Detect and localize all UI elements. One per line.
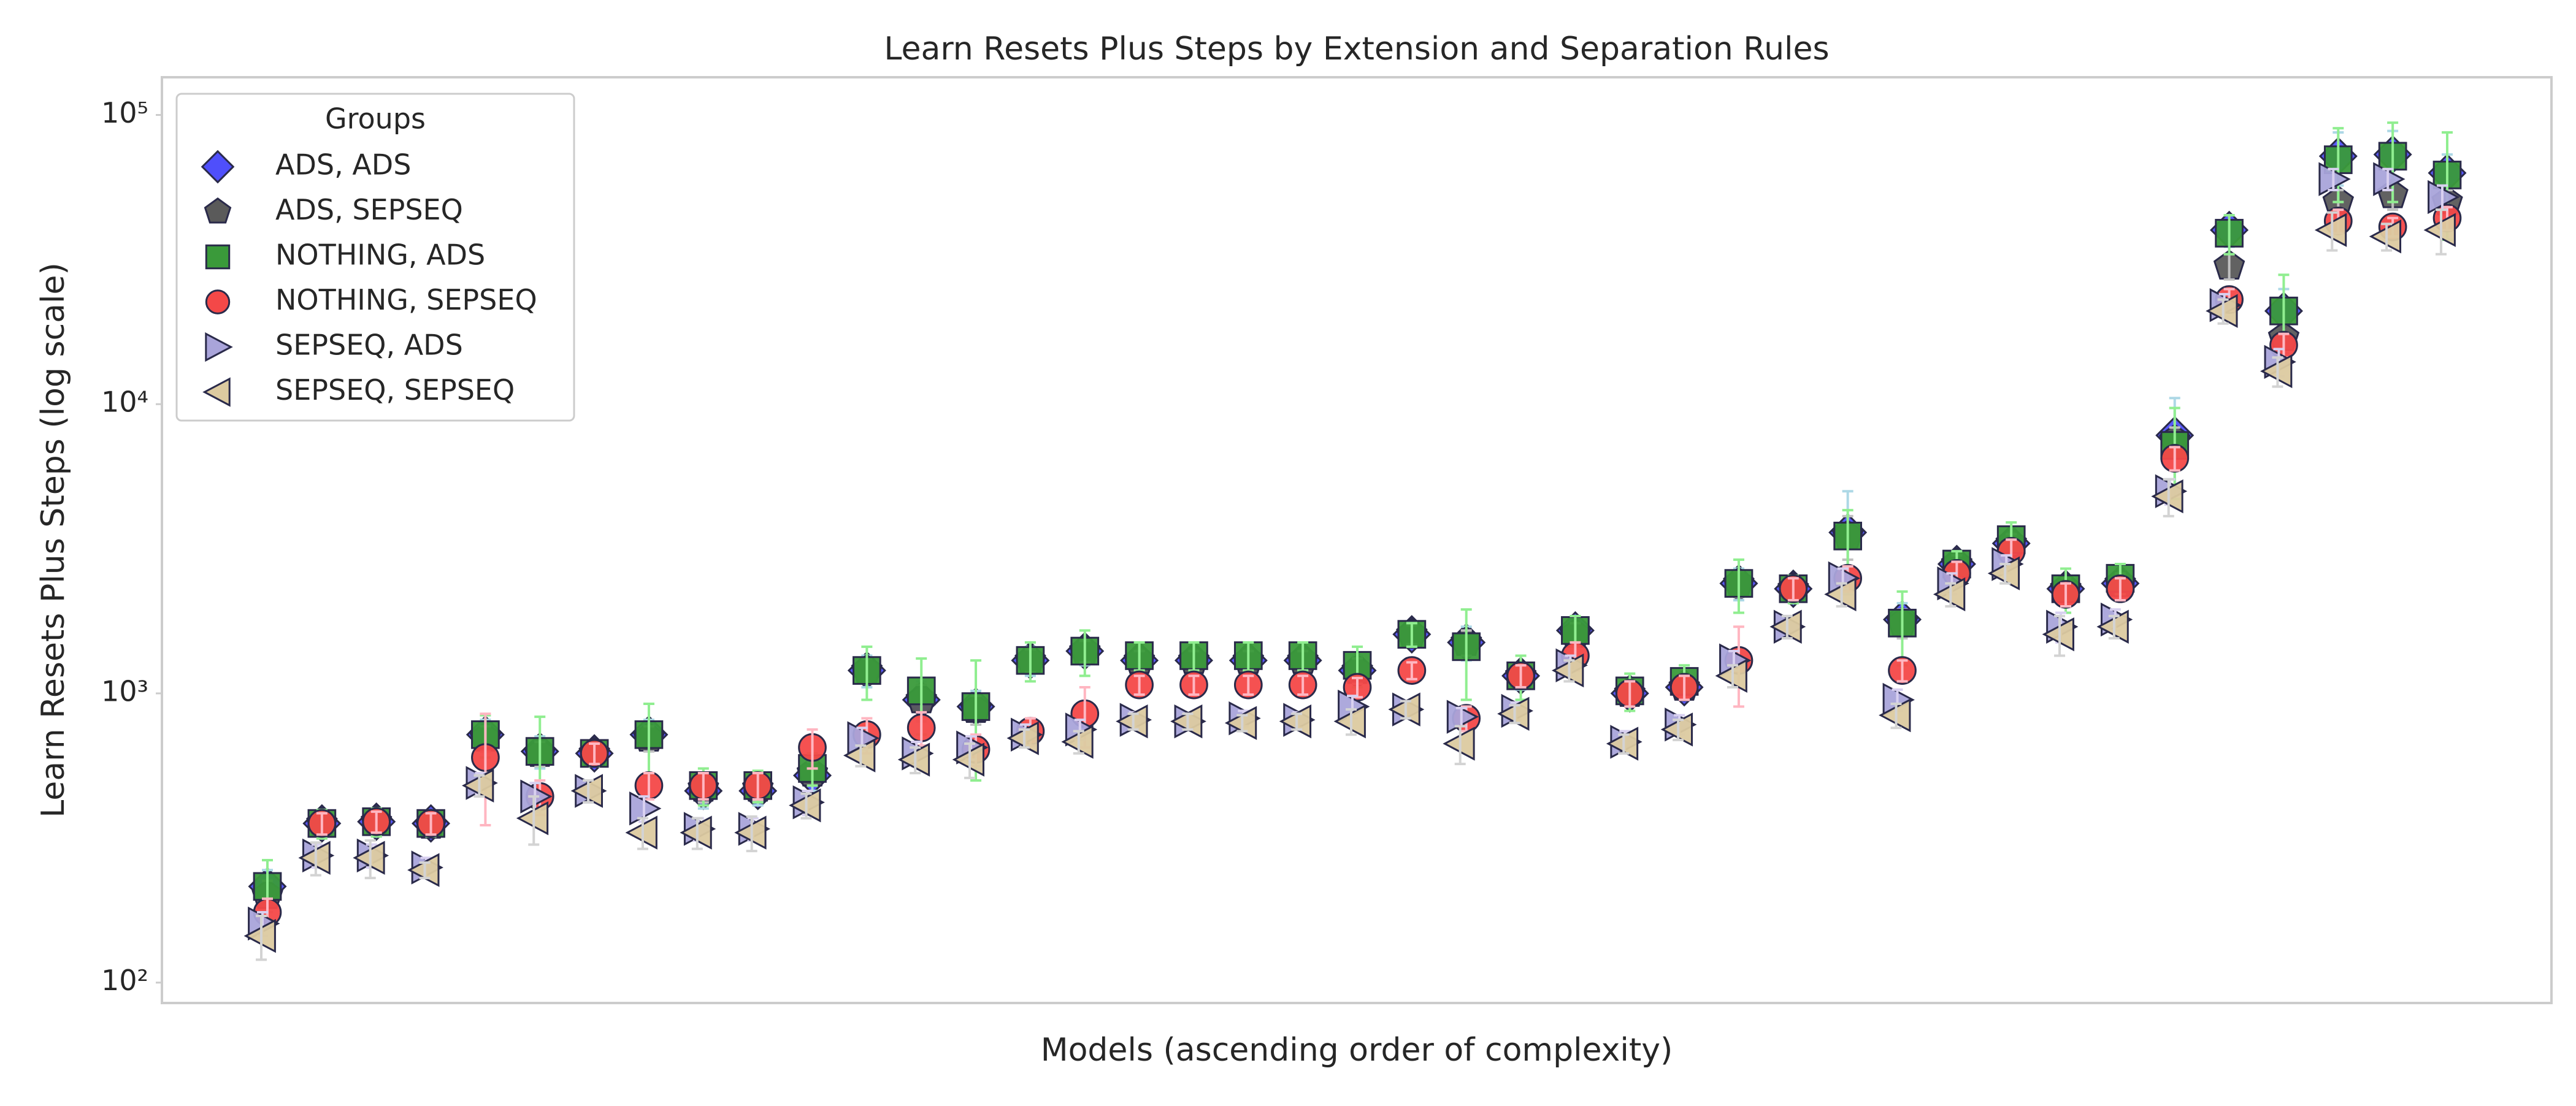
error-bar xyxy=(2328,167,2339,191)
error-bar xyxy=(1127,712,1139,731)
error-bar xyxy=(1781,614,1793,640)
error-bar xyxy=(1133,674,1145,696)
error-bar xyxy=(370,810,382,834)
error-bar xyxy=(1624,680,1636,708)
legend-label: ADS, SEPSEQ xyxy=(275,193,463,226)
error-bar xyxy=(1188,674,1200,696)
error-bar xyxy=(2387,121,2399,204)
error-bar xyxy=(1346,708,1357,736)
error-bar xyxy=(2382,167,2394,191)
error-bar xyxy=(1297,641,1309,672)
error-bar xyxy=(256,914,267,961)
error-bar xyxy=(364,839,376,880)
error-bar xyxy=(1018,728,1030,749)
error-bar xyxy=(2436,208,2447,256)
plot-frame xyxy=(161,76,2553,1004)
error-bar xyxy=(1896,659,1908,683)
error-bar xyxy=(746,815,757,853)
error-bar xyxy=(310,841,321,877)
legend-box xyxy=(175,93,575,422)
error-bar xyxy=(1727,664,1738,688)
error-bar xyxy=(1188,641,1200,672)
error-bar xyxy=(2060,582,2072,608)
error-bar xyxy=(1073,730,1084,755)
error-bar xyxy=(1460,608,1472,701)
error-bar xyxy=(1406,661,1417,681)
legend-label: SEPSEQ, ADS xyxy=(275,329,463,362)
legend-marker xyxy=(202,377,231,407)
error-bar xyxy=(1297,674,1309,696)
error-bar xyxy=(1673,719,1684,741)
error-bar xyxy=(1400,700,1411,720)
y-tick-label: 10⁵ xyxy=(101,96,148,129)
legend-marker xyxy=(205,332,233,362)
error-bar xyxy=(1787,577,1799,601)
error-bar xyxy=(419,861,431,880)
error-bar xyxy=(1836,582,1847,608)
error-bar xyxy=(910,746,921,775)
legend-label: NOTHING, SEPSEQ xyxy=(275,283,537,316)
error-bar xyxy=(2163,478,2174,517)
error-bar xyxy=(1133,641,1145,672)
error-bar xyxy=(480,712,491,827)
error-bar xyxy=(1291,712,1303,731)
error-bar xyxy=(1024,641,1036,683)
error-bar xyxy=(1679,674,1690,701)
error-bar xyxy=(855,744,867,768)
y-tick-label: 10⁴ xyxy=(101,386,148,419)
error-bar xyxy=(1945,582,1957,608)
error-bar xyxy=(1243,674,1254,696)
error-bar xyxy=(964,742,976,779)
error-bar xyxy=(807,728,818,770)
error-bar xyxy=(1509,704,1520,725)
error-bar xyxy=(1563,659,1575,683)
error-bar xyxy=(697,772,709,801)
error-bar xyxy=(691,817,703,850)
error-bar xyxy=(1454,725,1466,766)
error-bar xyxy=(637,817,648,850)
legend-marker xyxy=(201,150,235,184)
legend-label: NOTHING, ADS xyxy=(275,238,485,272)
y-axis-label: Learn Resets Plus Steps (log scale) xyxy=(35,262,72,818)
y-tick-label: 10³ xyxy=(101,674,148,707)
error-bar xyxy=(2217,298,2229,325)
error-bar xyxy=(2326,211,2338,252)
error-bar xyxy=(1406,622,1417,648)
error-bar xyxy=(1079,629,1091,677)
error-bar xyxy=(2169,446,2180,472)
legend-label: ADS, ADS xyxy=(275,148,411,181)
x-axis-label: Models (ascending order of complexity) xyxy=(1041,1032,1673,1069)
legend-title: Groups xyxy=(325,102,426,135)
error-bar xyxy=(1243,641,1254,672)
error-bar xyxy=(752,772,764,801)
error-bar xyxy=(589,742,600,766)
error-bar xyxy=(1515,664,1527,688)
error-bar xyxy=(1182,712,1194,731)
error-bar xyxy=(2114,577,2126,601)
legend-marker xyxy=(204,197,232,224)
legend-label: SEPSEQ, SEPSEQ xyxy=(275,373,515,406)
error-bar xyxy=(1999,563,2011,585)
error-bar xyxy=(1236,714,1248,733)
error-bar xyxy=(2223,214,2235,256)
error-bar xyxy=(583,779,594,804)
error-bar xyxy=(2381,223,2393,252)
error-bar xyxy=(425,812,437,836)
error-bar xyxy=(2054,614,2066,657)
error-bar xyxy=(2108,614,2120,640)
error-bar xyxy=(1733,558,1744,614)
error-bar xyxy=(1890,703,1902,730)
error-bar xyxy=(800,792,812,820)
legend-marker xyxy=(205,244,231,270)
chart-title: Learn Resets Plus Steps by Extension and… xyxy=(884,31,1829,67)
error-bar xyxy=(528,795,540,846)
error-bar xyxy=(316,812,328,836)
y-tick-label: 10² xyxy=(101,964,148,997)
error-bar xyxy=(861,645,873,701)
legend-marker xyxy=(205,289,231,315)
error-bar xyxy=(2272,356,2283,388)
error-bar xyxy=(1618,733,1630,755)
error-bar xyxy=(473,774,485,798)
